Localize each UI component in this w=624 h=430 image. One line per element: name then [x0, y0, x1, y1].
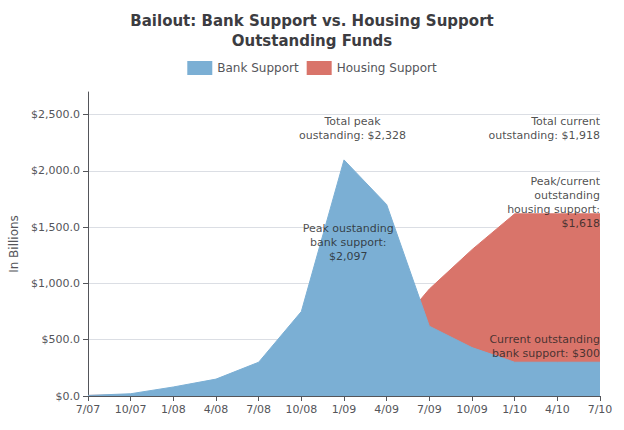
svg-text:10/07: 10/07 [115, 403, 147, 416]
svg-text:$1,618: $1,618 [562, 217, 601, 230]
svg-text:outstanding: outstanding [534, 189, 600, 202]
svg-text:bank support:: bank support: [310, 236, 387, 249]
svg-text:Total peak: Total peak [324, 115, 382, 128]
svg-text:Bank Support: Bank Support [217, 61, 299, 75]
svg-text:7/08: 7/08 [246, 403, 271, 416]
svg-text:Bailout: Bank Support vs. Hous: Bailout: Bank Support vs. Housing Suppor… [130, 12, 493, 30]
svg-text:$2,097: $2,097 [329, 250, 368, 263]
svg-text:4/09: 4/09 [374, 403, 399, 416]
svg-text:1/08: 1/08 [161, 403, 186, 416]
svg-text:1/10: 1/10 [502, 403, 527, 416]
svg-text:10/09: 10/09 [456, 403, 488, 416]
svg-text:$0.0: $0.0 [56, 390, 81, 403]
svg-text:7/07: 7/07 [76, 403, 101, 416]
svg-text:Total current: Total current [530, 115, 601, 128]
svg-text:oustanding: $2,328: oustanding: $2,328 [299, 129, 406, 142]
svg-text:Peak oustanding: Peak oustanding [303, 222, 394, 235]
svg-text:$500.0: $500.0 [42, 333, 81, 346]
svg-text:$2,500.0: $2,500.0 [31, 108, 80, 121]
svg-text:1/09: 1/09 [332, 403, 357, 416]
svg-text:7/10: 7/10 [588, 403, 613, 416]
svg-text:4/08: 4/08 [204, 403, 229, 416]
svg-text:$1,000.0: $1,000.0 [31, 277, 80, 290]
svg-text:Outstanding Funds: Outstanding Funds [232, 32, 393, 50]
svg-text:4/10: 4/10 [545, 403, 570, 416]
svg-text:In Billions: In Billions [7, 215, 21, 273]
svg-text:bank support: $300: bank support: $300 [492, 347, 600, 360]
svg-text:10/08: 10/08 [285, 403, 317, 416]
svg-text:outstanding: $1,918: outstanding: $1,918 [489, 129, 600, 142]
svg-text:7/09: 7/09 [417, 403, 442, 416]
svg-text:Housing Support: Housing Support [337, 61, 437, 75]
svg-text:$1,500.0: $1,500.0 [31, 221, 80, 234]
svg-text:Peak/current: Peak/current [530, 175, 600, 188]
svg-text:Current outstanding: Current outstanding [489, 333, 600, 346]
svg-text:housing support:: housing support: [507, 203, 600, 216]
svg-text:$2,000.0: $2,000.0 [31, 164, 80, 177]
